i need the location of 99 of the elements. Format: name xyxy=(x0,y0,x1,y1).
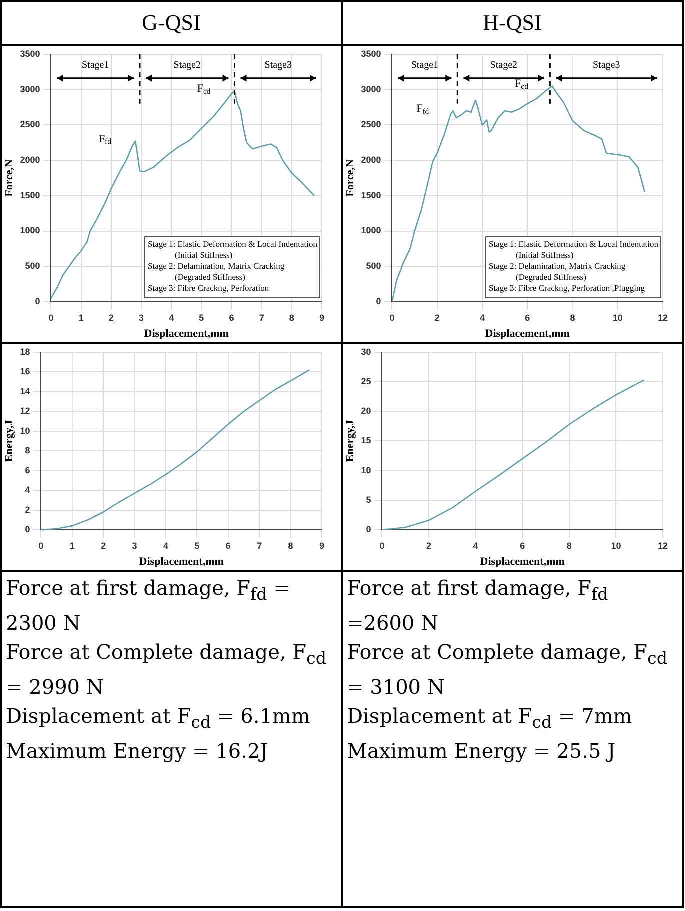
x-tick-label: 8 xyxy=(288,540,294,551)
y-tick-label: 15 xyxy=(361,436,372,446)
x-axis-title: Displacement,mm xyxy=(144,328,229,340)
y-tick-label: 25 xyxy=(361,376,372,386)
y-tick-label: 10 xyxy=(361,465,372,476)
y-tick-label: 0 xyxy=(35,296,40,306)
y-tick-label: 4 xyxy=(25,485,30,496)
x-tick-label: 0 xyxy=(390,312,395,323)
y-tick-label: 2500 xyxy=(361,120,382,130)
x-tick-label: 12 xyxy=(658,540,668,551)
x-tick-label: 8 xyxy=(566,540,572,551)
x-tick-label: 6 xyxy=(525,312,530,323)
y-tick-label: 8 xyxy=(25,446,30,456)
x-tick-label: 2 xyxy=(434,312,440,323)
y-tick-label: 500 xyxy=(366,261,382,272)
text: Force at Complete damage, F$_{cd}$ = 3100 N xyxy=(347,640,668,699)
x-tick-label: 4 xyxy=(480,312,485,323)
text: Force at first damage, F$_{fd}$ =2600 N xyxy=(347,576,608,635)
annotation: Stage 3: Fibre Crackng, Perforation xyxy=(148,283,270,294)
chart-title: H-QSI xyxy=(342,1,683,45)
x-tick-label: 1 xyxy=(78,312,84,323)
x-axis-title: Displacement,mm xyxy=(139,556,224,568)
x-tick-label: 4 xyxy=(473,540,478,551)
y-tick-label: 500 xyxy=(25,261,40,272)
annotation: Stage1 xyxy=(411,60,439,72)
x-tick-label: 5 xyxy=(199,312,204,323)
annotation: (Degraded Stiffness) xyxy=(175,272,246,282)
x-tick-label: 8 xyxy=(289,312,294,323)
y-tick-label: 3500 xyxy=(361,48,382,59)
text: Maximum Energy = 16.2J xyxy=(6,738,270,765)
x-axis-title: Displacement,mm xyxy=(480,556,565,568)
x-tick-label: 12 xyxy=(658,312,668,323)
x-axis-title: Displacement,mm xyxy=(485,328,570,340)
x-tick-label: 1 xyxy=(70,540,75,551)
text: Displacement at F$_{cd}$ = 6.1mm xyxy=(6,703,312,734)
y-tick-label: 2 xyxy=(25,504,30,515)
annotation: (Degraded Stiffness) xyxy=(516,272,587,282)
x-tick-label: 9 xyxy=(319,312,325,323)
x-tick-label: 2 xyxy=(108,312,114,323)
text: Maximum Energy = 25.5 J xyxy=(347,738,617,765)
y-axis-title: Energy,J xyxy=(344,420,356,462)
text: Force at first damage, F$_{fd}$ = 2300 N xyxy=(6,576,290,635)
annotation: Stage3 xyxy=(592,60,620,72)
y-tick-label: 2000 xyxy=(361,155,382,165)
x-tick-label: 4 xyxy=(169,312,174,323)
chart-title: G-QSI xyxy=(1,1,342,45)
y-tick-label: 1500 xyxy=(20,190,40,200)
y-tick-label: 3500 xyxy=(20,48,40,59)
x-tick-label: 10 xyxy=(612,312,623,323)
x-tick-label: 6 xyxy=(226,540,231,551)
y-axis-title: Force,N xyxy=(344,159,356,197)
y-tick-label: 18 xyxy=(20,346,30,357)
y-tick-label: 0 xyxy=(25,524,30,534)
x-tick-label: 8 xyxy=(570,312,576,323)
y-tick-label: 12 xyxy=(20,406,30,416)
annotation: Stage 1: Elastic Deformation & Local Indentation xyxy=(489,239,660,250)
y-tick-label: 14 xyxy=(20,386,30,396)
annotation: Stage1 xyxy=(82,60,110,72)
y-tick-label: 6 xyxy=(25,465,30,476)
x-tick-label: 5 xyxy=(194,540,200,551)
y-tick-label: 10 xyxy=(20,426,30,436)
annotation: Stage 2: Delamination, Matrix Cracking xyxy=(148,261,286,272)
annotation: Stage3 xyxy=(264,60,292,72)
annotation: (Initial Stiffness) xyxy=(175,250,233,260)
annotation: Stage2 xyxy=(174,60,201,72)
y-tick-label: 1500 xyxy=(361,190,382,200)
annotation: Stage2 xyxy=(490,60,518,72)
x-tick-label: 2 xyxy=(101,540,106,551)
x-tick-label: 3 xyxy=(138,312,144,323)
y-axis-title: Force,N xyxy=(3,159,16,197)
x-tick-label: 7 xyxy=(257,540,262,551)
y-tick-label: 0 xyxy=(376,296,382,306)
x-tick-label: 9 xyxy=(319,540,325,551)
x-tick-label: 2 xyxy=(426,540,432,551)
annotation: (Initial Stiffness) xyxy=(516,250,574,260)
y-tick-label: 1000 xyxy=(361,226,382,236)
annotation: Stage 3: Fibre Crackng, Perforation ,Plugging xyxy=(489,283,646,294)
x-tick-label: 3 xyxy=(132,540,138,551)
y-tick-label: 16 xyxy=(20,366,30,377)
y-tick-label: 2000 xyxy=(20,155,40,165)
y-tick-label: 1000 xyxy=(20,226,40,236)
x-tick-label: 0 xyxy=(48,312,54,323)
y-tick-label: 30 xyxy=(361,346,372,357)
x-tick-label: 4 xyxy=(164,540,169,551)
text: Force at Complete damage, F$_{cd}$ = 2990 N xyxy=(6,640,327,699)
annotation: Stage 1: Elastic Deformation & Local Indentation xyxy=(148,239,318,250)
y-tick-label: 3000 xyxy=(361,84,382,94)
x-tick-label: 6 xyxy=(520,540,526,551)
y-tick-label: 2500 xyxy=(20,120,40,130)
y-axis-title: Energy,J xyxy=(3,420,16,462)
text: Displacement at F$_{cd}$ = 7mm xyxy=(347,703,634,734)
x-tick-label: 7 xyxy=(259,312,264,323)
annotation: Stage 2: Delamination, Matrix Cracking xyxy=(489,261,626,272)
x-tick-label: 6 xyxy=(229,312,234,323)
y-tick-label: 0 xyxy=(366,524,372,534)
x-tick-label: 10 xyxy=(611,540,622,551)
y-tick-label: 20 xyxy=(361,406,372,416)
y-tick-label: 3000 xyxy=(20,84,40,94)
y-tick-label: 5 xyxy=(366,494,372,505)
